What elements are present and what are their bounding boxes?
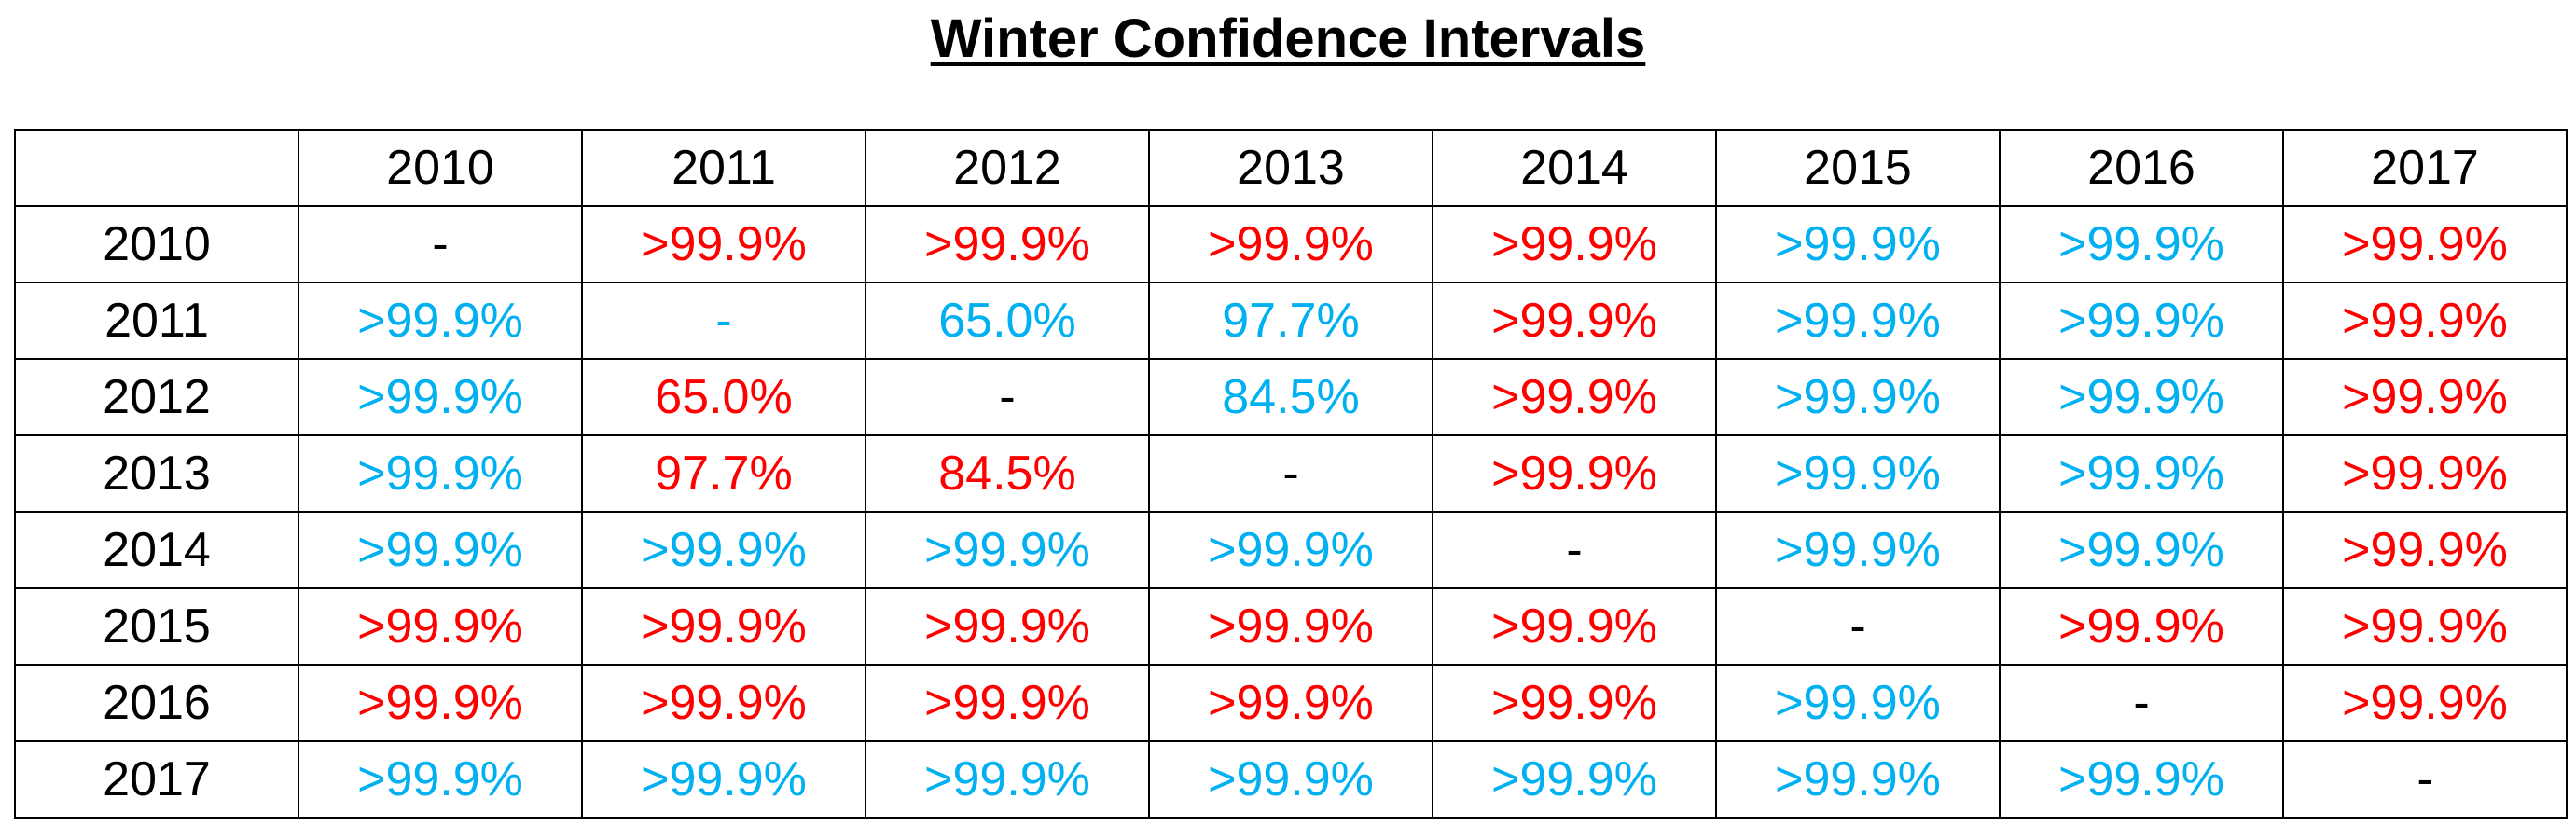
table-cell: >99.9% <box>1432 587 1717 666</box>
table-cell: >99.9% <box>1432 282 1717 360</box>
table-cell: >99.9% <box>1148 740 1433 819</box>
table-cell: >99.9% <box>2282 358 2568 436</box>
table-row: 2016 >99.9% >99.9% >99.9% >99.9% >99.9% >99.9%… <box>14 664 2568 742</box>
table-cell: >99.9% <box>1432 664 1717 742</box>
table-cell: >99.9% <box>298 282 583 360</box>
table-cell: >99.9% <box>581 740 866 819</box>
table-cell: >99.9% <box>2282 664 2568 742</box>
table-cell: >99.9% <box>1999 205 2284 283</box>
table-cell: >99.9% <box>298 587 583 666</box>
table-cell: >99.9% <box>1999 587 2284 666</box>
row-header: 2017 <box>14 740 299 819</box>
table-cell: >99.9% <box>1999 740 2284 819</box>
table-cell: >99.9% <box>1715 205 2001 283</box>
table-cell: >99.9% <box>865 587 1150 666</box>
row-header: 2014 <box>14 511 299 589</box>
table-cell: >99.9% <box>1148 664 1433 742</box>
table-cell: >99.9% <box>1432 358 1717 436</box>
table-cell: >99.9% <box>865 740 1150 819</box>
table-cell: >99.9% <box>1715 282 2001 360</box>
table-cell: - <box>581 282 866 360</box>
column-header: 2012 <box>865 129 1150 207</box>
header-row: 2010 2011 2012 2013 2014 2015 2016 2017 <box>14 129 2568 207</box>
table-cell: >99.9% <box>581 664 866 742</box>
table-cell: >99.9% <box>2282 282 2568 360</box>
table-cell: 84.5% <box>865 434 1150 513</box>
table-cell: >99.9% <box>581 511 866 589</box>
table-cell: >99.9% <box>1715 511 2001 589</box>
table-body: 2010- >99.9% >99.9% >99.9% >99.9% >99.9% >99.9… <box>14 205 2568 819</box>
table-cell: - <box>1148 434 1433 513</box>
table-cell: >99.9% <box>2282 511 2568 589</box>
column-header: 2014 <box>1432 129 1717 207</box>
row-header: 2016 <box>14 664 299 742</box>
table-cell: - <box>1432 511 1717 589</box>
column-header: 2011 <box>581 129 866 207</box>
table-cell: >99.9% <box>865 205 1150 283</box>
table-cell: >99.9% <box>1148 511 1433 589</box>
row-header: 2011 <box>14 282 299 360</box>
table-cell: >99.9% <box>1148 205 1433 283</box>
table-row: 2017 >99.9% >99.9% >99.9% >99.9% >99.9% >99.9%… <box>14 740 2568 819</box>
column-header: 2013 <box>1148 129 1433 207</box>
table-cell: >99.9% <box>298 511 583 589</box>
table-cell: >99.9% <box>865 511 1150 589</box>
table-row: 2010- >99.9% >99.9% >99.9% >99.9% >99.9% >99.9… <box>14 205 2568 283</box>
page-title: Winter Confidence Intervals <box>930 8 1646 69</box>
table-cell: 84.5% <box>1148 358 1433 436</box>
table-cell: >99.9% <box>1999 511 2284 589</box>
table-row: 2015 >99.9% >99.9% >99.9% >99.9% >99.9% - >99.9… <box>14 587 2568 666</box>
table-cell: >99.9% <box>1999 434 2284 513</box>
table-cell: >99.9% <box>298 434 583 513</box>
table-cell: >99.9% <box>2282 434 2568 513</box>
table-cell: - <box>298 205 583 283</box>
table-cell: >99.9% <box>1715 358 2001 436</box>
table-cell: - <box>1715 587 2001 666</box>
table-cell: >99.9% <box>865 664 1150 742</box>
column-header: 2016 <box>1999 129 2284 207</box>
table-cell: - <box>2282 740 2568 819</box>
row-header: 2010 <box>14 205 299 283</box>
table-cell: >99.9% <box>581 587 866 666</box>
table-cell: >99.9% <box>1999 358 2284 436</box>
table-row: 2011 >99.9% -65.0% 97.7% >99.9% >99.9% >99.9% >… <box>14 282 2568 360</box>
table-cell: >99.9% <box>298 740 583 819</box>
column-header: 2017 <box>2282 129 2568 207</box>
table-cell: 65.0% <box>865 282 1150 360</box>
table-row: 2012 >99.9% 65.0% -84.5% >99.9% >99.9% >99.9% >… <box>14 358 2568 436</box>
table-cell: - <box>1999 664 2284 742</box>
row-header: 2012 <box>14 358 299 436</box>
table-cell: >99.9% <box>1432 740 1717 819</box>
corner-cell <box>14 129 299 207</box>
table-row: 2013 >99.9% 97.7% 84.5% - >99.9% >99.9% >99.9% >… <box>14 434 2568 513</box>
table-cell: >99.9% <box>1432 434 1717 513</box>
table-cell: >99.9% <box>1432 205 1717 283</box>
table-cell: - <box>865 358 1150 436</box>
table-cell: >99.9% <box>298 358 583 436</box>
column-header: 2015 <box>1715 129 2001 207</box>
row-header: 2015 <box>14 587 299 666</box>
table-cell: >99.9% <box>2282 587 2568 666</box>
table-cell: 97.7% <box>581 434 866 513</box>
table-cell: >99.9% <box>1999 282 2284 360</box>
row-header: 2013 <box>14 434 299 513</box>
column-header: 2010 <box>298 129 583 207</box>
table-cell: >99.9% <box>1715 664 2001 742</box>
table-cell: >99.9% <box>1148 587 1433 666</box>
table-cell: 97.7% <box>1148 282 1433 360</box>
table-cell: >99.9% <box>298 664 583 742</box>
table-cell: >99.9% <box>2282 205 2568 283</box>
table-cell: >99.9% <box>581 205 866 283</box>
confidence-table: 2010 2011 2012 2013 2014 2015 2016 2017 … <box>14 129 2568 819</box>
table-cell: 65.0% <box>581 358 866 436</box>
table-cell: >99.9% <box>1715 434 2001 513</box>
table-cell: >99.9% <box>1715 740 2001 819</box>
table-row: 2014 >99.9% >99.9% >99.9% >99.9% - >99.9% >99.9… <box>14 511 2568 589</box>
